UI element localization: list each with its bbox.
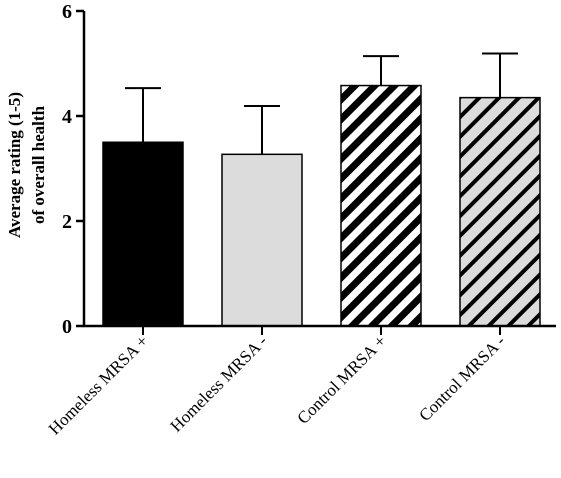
x-tick-label: Homeless MRSA -: [167, 331, 272, 436]
y-tick-label: 2: [62, 211, 72, 233]
y-axis-ticks: 0 2 4 6: [62, 1, 84, 338]
bar: [221, 153, 303, 327]
bar: [102, 141, 184, 327]
x-axis-labels: Homeless MRSA + Homeless MRSA - Control MR…: [45, 331, 509, 438]
x-tick-label: Homeless MRSA +: [45, 331, 152, 438]
y-axis-title-line-2: of overall health: [29, 105, 48, 224]
error-bars: [125, 52, 518, 155]
bars: [102, 84, 541, 327]
y-tick-label: 6: [62, 1, 72, 23]
axes: [82, 11, 556, 335]
x-tick-label: Control MRSA +: [293, 331, 389, 427]
y-tick-label: 4: [62, 106, 72, 128]
bar: [459, 96, 541, 327]
y-tick-label: 0: [62, 316, 72, 338]
bar: [340, 84, 422, 327]
x-tick-label: Control MRSA -: [415, 331, 509, 425]
y-axis-title-line-1: Average rating (1-5): [5, 92, 24, 238]
y-axis-title: Average rating (1-5) of overall health: [5, 92, 48, 238]
